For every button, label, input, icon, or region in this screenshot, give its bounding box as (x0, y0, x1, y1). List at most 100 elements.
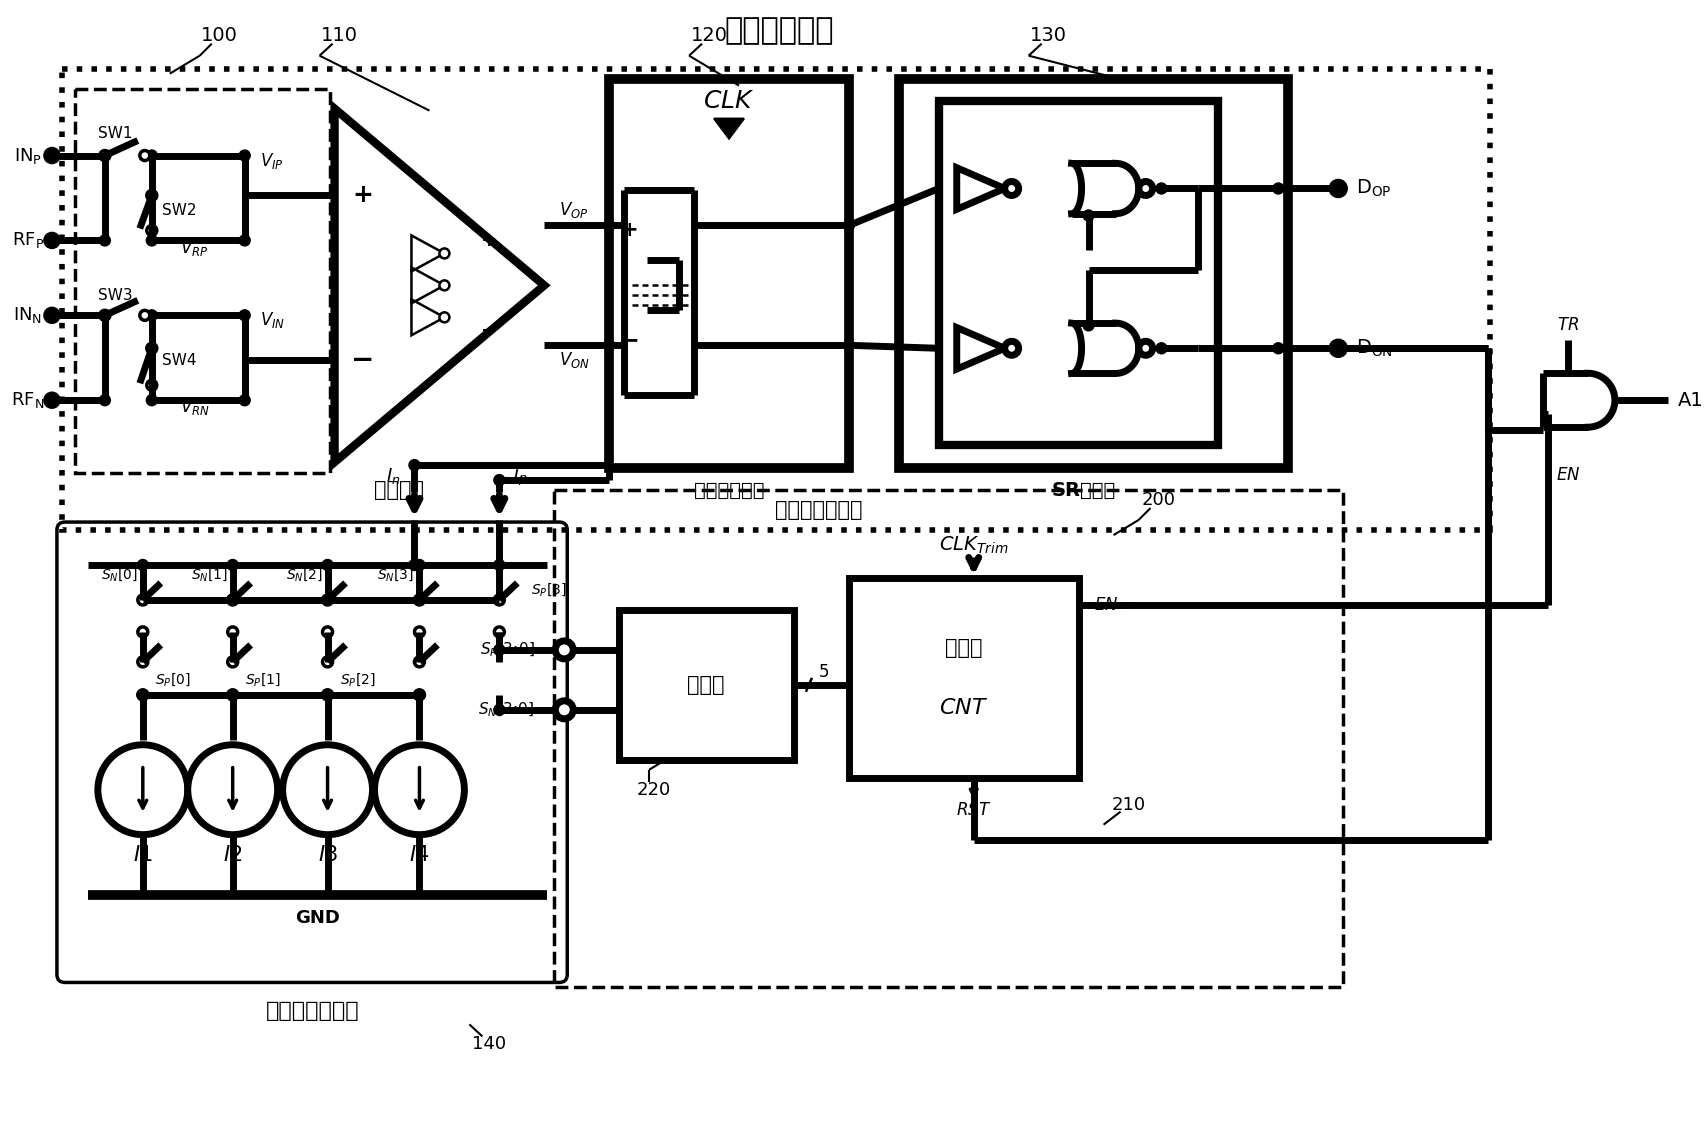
Circle shape (322, 627, 332, 637)
Text: $S_N[1]$: $S_N[1]$ (191, 566, 228, 583)
Text: $\mathit{RST}$: $\mathit{RST}$ (957, 801, 991, 819)
Text: −: − (351, 347, 373, 374)
Circle shape (99, 309, 111, 321)
Bar (939, 101, 1219, 445)
Text: $V_{RP}$: $V_{RP}$ (179, 238, 208, 258)
Text: $\mathrm{IN_N}$: $\mathrm{IN_N}$ (14, 305, 43, 325)
Circle shape (140, 310, 150, 321)
Circle shape (1156, 343, 1166, 353)
Circle shape (99, 235, 111, 246)
Circle shape (604, 340, 616, 351)
Circle shape (1156, 184, 1166, 194)
Text: $V_{IN}$: $V_{IN}$ (259, 310, 285, 331)
Text: $V_{IP}$: $V_{IP}$ (259, 151, 283, 171)
Circle shape (1330, 340, 1347, 356)
Text: $S_P[0]$: $S_P[0]$ (155, 672, 191, 688)
Circle shape (440, 280, 450, 290)
Circle shape (228, 627, 237, 637)
Text: SW2: SW2 (162, 203, 196, 218)
Text: $\mathrm{D_{OP}}$: $\mathrm{D_{OP}}$ (1355, 178, 1391, 199)
Text: 译码器: 译码器 (687, 675, 725, 695)
Circle shape (138, 689, 148, 700)
Circle shape (494, 560, 505, 571)
Circle shape (494, 705, 505, 715)
Circle shape (99, 394, 111, 406)
Text: +: + (621, 221, 638, 240)
Text: $\mathit{EN}$: $\mathit{EN}$ (1093, 596, 1118, 614)
Text: 5: 5 (818, 663, 829, 681)
Circle shape (414, 690, 425, 700)
Text: 可再生比较级: 可再生比较级 (694, 480, 764, 500)
Text: SR锁存级: SR锁存级 (1052, 480, 1115, 500)
Circle shape (1139, 181, 1153, 196)
Circle shape (97, 744, 188, 835)
Circle shape (494, 645, 505, 655)
Circle shape (239, 394, 251, 406)
Text: $S_N[3]$: $S_N[3]$ (377, 566, 414, 583)
Circle shape (604, 220, 616, 231)
Circle shape (1333, 343, 1344, 353)
Polygon shape (714, 119, 743, 138)
Circle shape (494, 595, 505, 605)
Circle shape (604, 340, 616, 351)
Polygon shape (957, 168, 1004, 210)
Text: SW3: SW3 (97, 288, 133, 303)
Circle shape (140, 151, 150, 161)
Text: 可配置比较器: 可配置比较器 (725, 16, 834, 45)
Circle shape (138, 627, 148, 637)
Circle shape (147, 225, 157, 236)
Circle shape (1274, 184, 1284, 194)
Circle shape (101, 310, 109, 321)
Circle shape (409, 560, 419, 571)
Text: −: − (619, 329, 639, 352)
Text: $V_{ON}$: $V_{ON}$ (559, 350, 590, 370)
Circle shape (101, 151, 109, 161)
Text: 预放大级: 预放大级 (375, 480, 425, 500)
Circle shape (227, 689, 239, 700)
Circle shape (414, 560, 425, 571)
Polygon shape (334, 109, 544, 462)
Text: $\mathit{I4}$: $\mathit{I4}$ (409, 844, 430, 864)
Circle shape (414, 689, 425, 700)
Bar (75, 88, 329, 474)
Circle shape (322, 690, 332, 700)
Circle shape (604, 220, 616, 231)
Text: +: + (353, 184, 373, 207)
Text: $\mathit{CNT}$: $\mathit{CNT}$ (939, 698, 989, 718)
Text: $\mathrm{D_{ON}}$: $\mathrm{D_{ON}}$ (1355, 338, 1393, 359)
Circle shape (239, 309, 251, 321)
Text: $\mathit{CLK}_{\mathit{Trim}}$: $\mathit{CLK}_{\mathit{Trim}}$ (939, 535, 1008, 555)
Text: $\mathit{I3}$: $\mathit{I3}$ (317, 844, 338, 864)
Circle shape (188, 744, 278, 835)
Text: A1: A1 (1678, 391, 1703, 410)
Text: 自校准数字算法: 自校准数字算法 (776, 500, 863, 520)
Circle shape (1139, 341, 1153, 356)
Text: $\mathit{I1}$: $\mathit{I1}$ (133, 844, 152, 864)
Text: +: + (481, 231, 498, 250)
Circle shape (283, 744, 372, 835)
Circle shape (440, 313, 450, 322)
Circle shape (138, 657, 148, 667)
Bar (619, 610, 795, 760)
Text: SW4: SW4 (162, 352, 196, 368)
Circle shape (494, 627, 505, 637)
Text: 120: 120 (691, 26, 728, 45)
Circle shape (414, 657, 425, 667)
Circle shape (228, 595, 237, 605)
Circle shape (147, 381, 157, 390)
Circle shape (147, 343, 157, 353)
Circle shape (147, 235, 157, 246)
Circle shape (414, 595, 425, 605)
Circle shape (1330, 180, 1347, 196)
Circle shape (138, 560, 148, 571)
Text: 130: 130 (1030, 26, 1067, 45)
Circle shape (44, 393, 60, 407)
Bar (899, 78, 1289, 468)
Text: $S_N[3\!:\!0]$: $S_N[3\!:\!0]$ (477, 700, 534, 719)
Circle shape (494, 475, 505, 486)
Circle shape (239, 150, 251, 161)
Circle shape (44, 308, 60, 322)
Text: 200: 200 (1141, 491, 1175, 509)
Circle shape (147, 394, 157, 406)
Circle shape (409, 460, 419, 470)
